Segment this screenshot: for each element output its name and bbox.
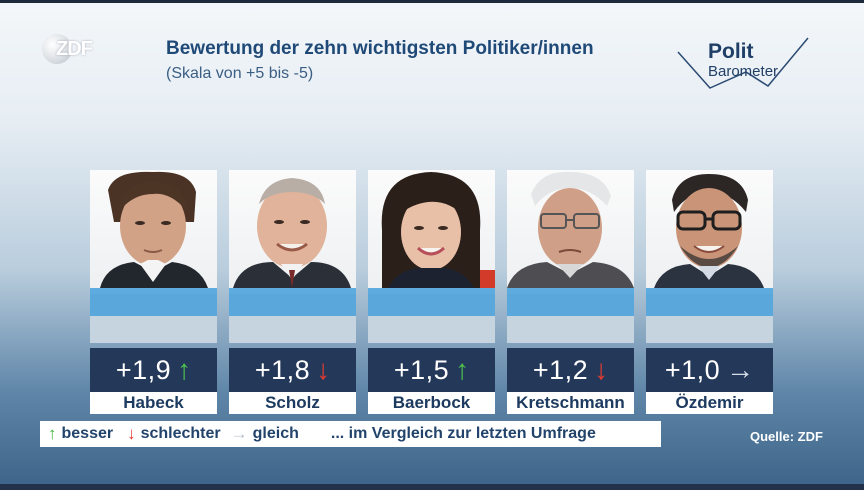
politbarometer-check-icon [677,37,809,89]
rating-bar [368,294,495,316]
rating-bar-base [229,316,356,343]
politician-name: Kretschmann [516,393,625,412]
politician-name: Özdemir [675,393,744,412]
legend-same-label: gleich [252,425,299,442]
rating-bar-top [90,288,217,294]
politician-card-oezdemir: +1,0 → Özdemir [646,170,773,414]
legend-note: ... im Vergleich zur letzten Umfrage [330,425,596,442]
trend-same-icon: → [726,354,755,385]
politician-card-baerbock: +1,5 ↑ Baerbock [368,170,495,414]
trend-down-icon: ↓ [594,354,609,385]
rating-bar [507,294,634,316]
score-value: +1,2 [532,354,589,385]
politician-card-scholz: +1,8 ↓ Scholz [229,170,356,414]
rating-bar [229,294,356,316]
score-box: +1,9 ↑ [90,348,217,392]
politician-photo [90,170,217,288]
name-box: Kretschmann [507,392,634,414]
legend-up-icon: ↑ [48,424,57,443]
politician-photo [646,170,773,288]
top-frame-bar [0,0,864,3]
source-label: Quelle: ZDF [750,429,823,444]
score-value: +1,0 [664,354,721,385]
zdf-logo-circle [42,34,72,64]
chart-subtitle: (Skala von +5 bis -5) [166,65,314,82]
rating-bar-base [646,316,773,343]
score-box: +1,0 → [646,348,773,392]
politician-photo [368,170,495,288]
legend-bar: ↑ besser ↓ schlechter → gleich ... im Ve… [40,421,661,447]
score-value: +1,8 [254,354,311,385]
politician-name: Scholz [265,393,320,412]
score-box: +1,8 ↓ [229,348,356,392]
rating-bar-top [229,288,356,294]
politician-name: Habeck [123,393,184,412]
chart-title: Bewertung der zehn wichtigsten Politiker… [166,38,594,59]
rating-bar-top [368,288,495,294]
trend-up-icon: ↑ [177,354,192,385]
politbarometer-word-2: Barometer [708,63,779,80]
politbarometer-logo: Polit Barometer [676,34,816,92]
politician-photo [229,170,356,288]
name-box: Özdemir [646,392,773,414]
rating-bar-top [507,288,634,294]
trend-up-icon: ↑ [455,354,470,385]
rating-bar-top [646,288,773,294]
zdf-logo: ZDF [42,34,100,64]
politician-photo [507,170,634,288]
legend-down-label: schlechter [140,425,221,442]
name-box: Habeck [90,392,217,414]
politician-card-kretschmann: +1,2 ↓ Kretschmann [507,170,634,414]
rating-bar-base [90,316,217,343]
rating-bar [90,294,217,316]
name-box: Scholz [229,392,356,414]
rating-bar [646,294,773,316]
score-value: +1,5 [393,354,450,385]
politician-name: Baerbock [392,393,471,412]
score-value: +1,9 [115,354,172,385]
name-box: Baerbock [368,392,495,414]
politbarometer-word-1: Polit [708,40,754,63]
score-box: +1,2 ↓ [507,348,634,392]
legend-same-icon: → [230,424,248,443]
zdf-logo-text: ZDF [56,38,93,60]
politician-card-habeck: +1,9 ↑ Habeck [90,170,217,414]
score-box: +1,5 ↑ [368,348,495,392]
rating-bar-base [507,316,634,343]
bottom-frame-bar [0,484,864,490]
legend-up-label: besser [61,425,114,442]
trend-down-icon: ↓ [316,354,331,385]
legend-down-icon: ↓ [127,424,136,443]
rating-bar-base [368,316,495,343]
